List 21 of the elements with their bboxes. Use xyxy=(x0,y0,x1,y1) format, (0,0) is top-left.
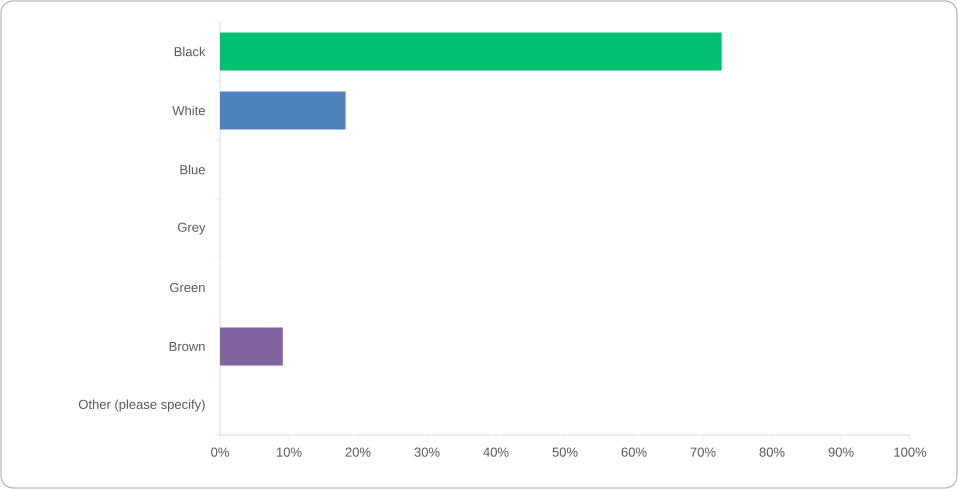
bar xyxy=(220,92,346,130)
x-tick-label: 90% xyxy=(828,448,854,457)
y-tick-label: Blue xyxy=(180,164,205,174)
x-tick-label: 60% xyxy=(622,448,647,457)
x-tick-label: 50% xyxy=(552,448,578,457)
x-tick-label: 20% xyxy=(346,448,371,457)
y-tick-label: White xyxy=(172,106,205,116)
y-tick-label: Other (please specify) xyxy=(78,399,205,412)
x-tick-label: 80% xyxy=(760,448,785,457)
x-tick-label: 0% xyxy=(211,448,229,457)
y-tick-label: Green xyxy=(170,282,205,292)
bar xyxy=(220,328,283,366)
y-tick-label: Grey xyxy=(178,222,206,234)
x-tick-label: 30% xyxy=(414,448,440,457)
y-tick-label: Black xyxy=(174,46,206,56)
x-tick-label: 10% xyxy=(276,448,302,457)
y-tick-label: Brown xyxy=(170,342,205,352)
x-tick-label: 100% xyxy=(894,448,926,457)
x-tick-label: 70% xyxy=(690,448,716,457)
bar xyxy=(220,32,722,71)
x-tick-label: 40% xyxy=(483,448,509,457)
